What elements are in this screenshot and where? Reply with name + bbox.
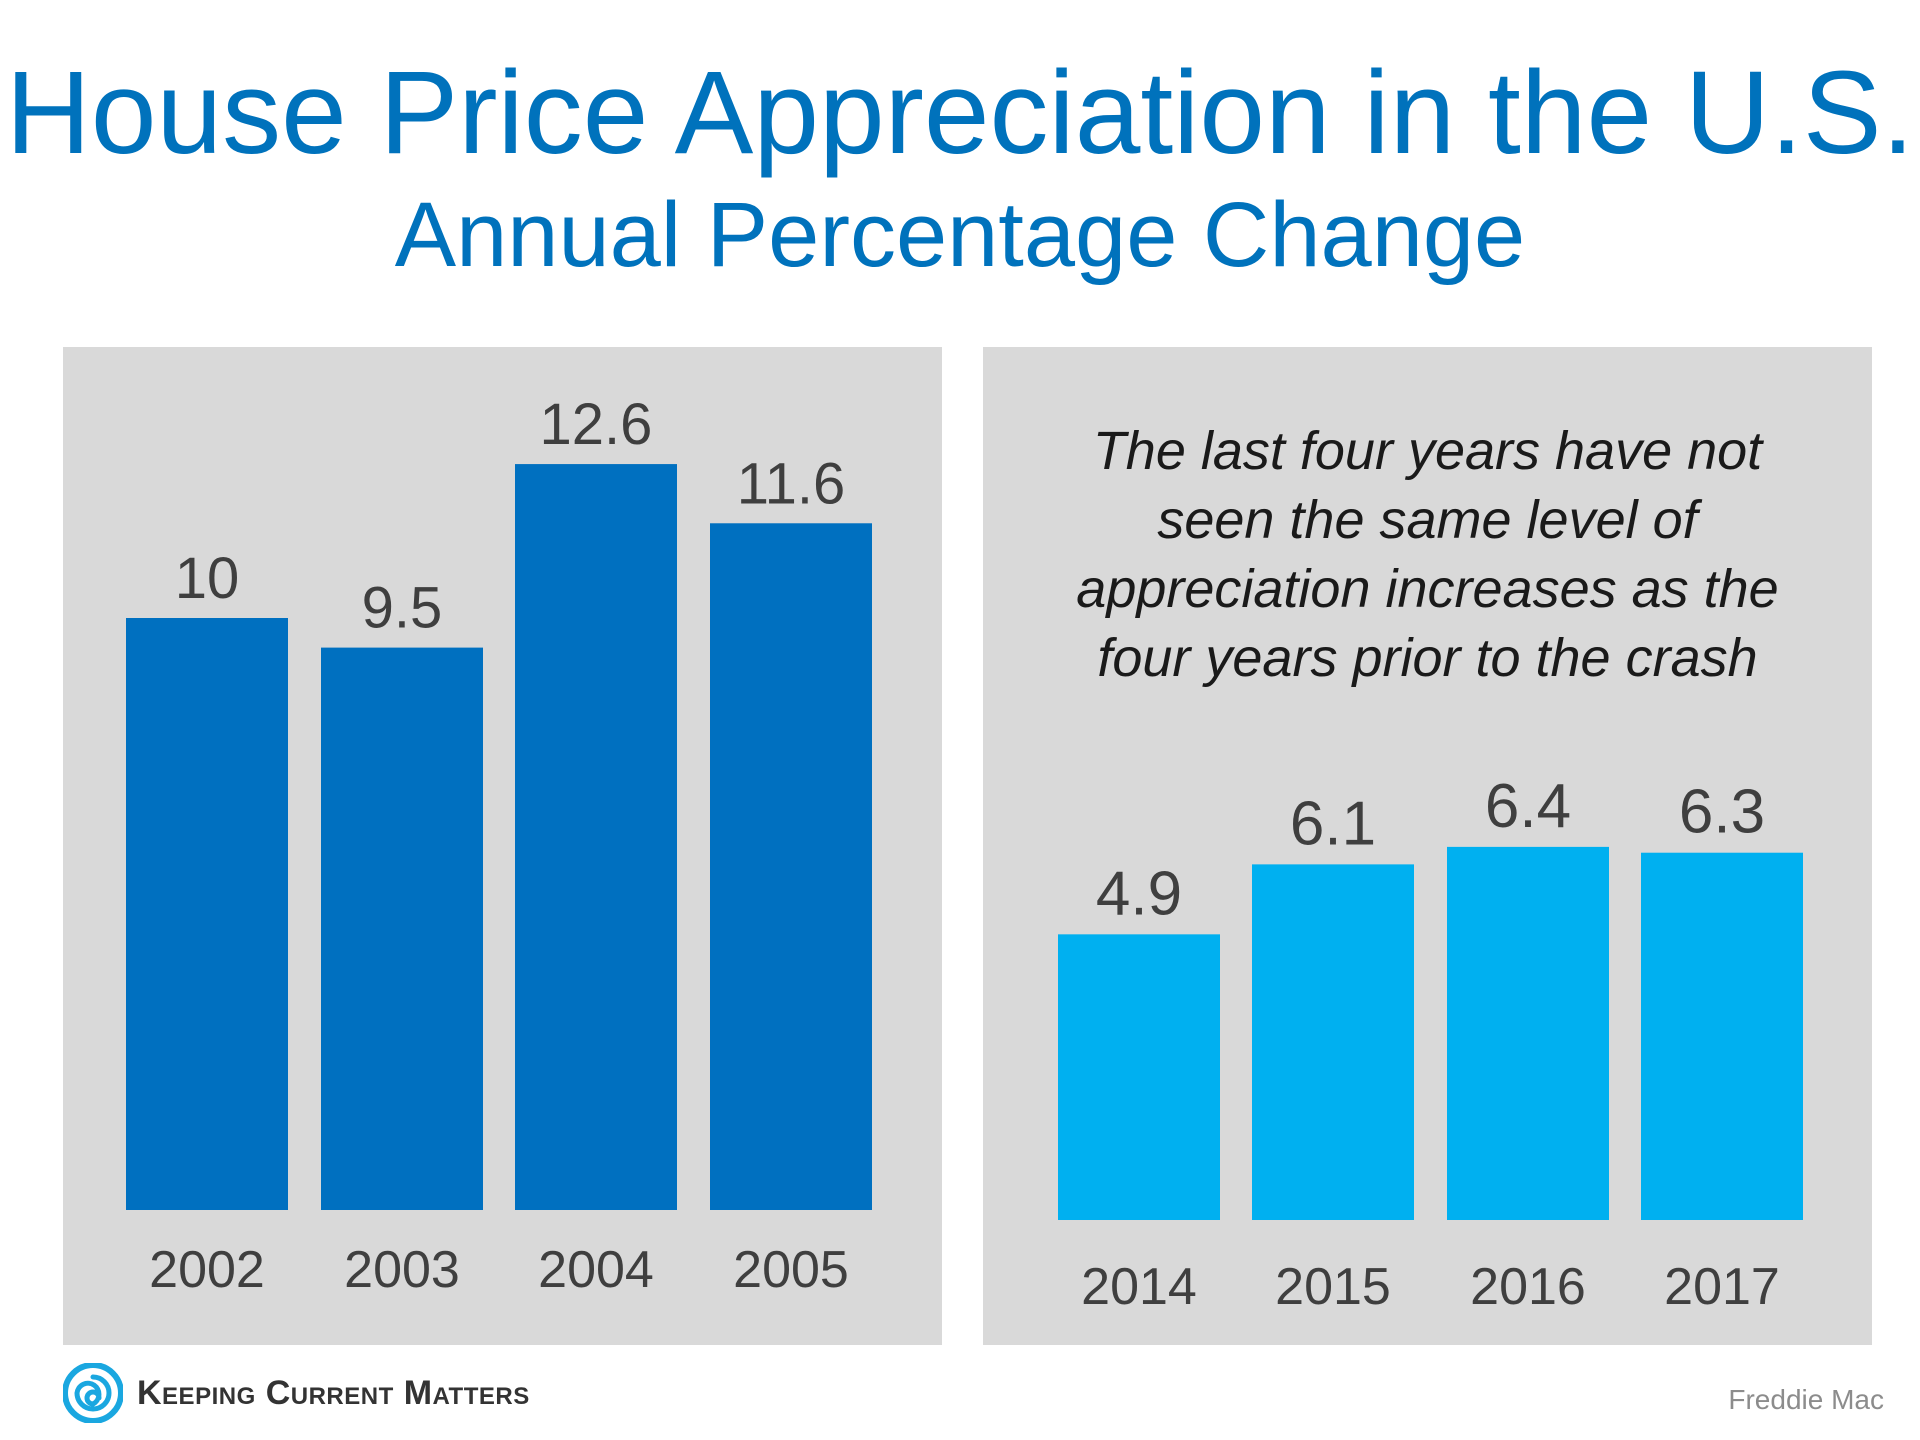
right-bar-2015: [1252, 864, 1414, 1220]
chart-annotation: The last four years have not seen the sa…: [1076, 421, 1779, 688]
right-value-label-2017: 6.3: [1679, 778, 1765, 847]
left-category-label-2003: 2003: [344, 1241, 460, 1299]
left-value-label-2003: 9.5: [362, 576, 443, 641]
spiral-logo-icon: [63, 1363, 123, 1423]
right-bar-2016: [1447, 846, 1609, 1220]
left-category-label-2002: 2002: [149, 1241, 265, 1299]
left-bar-2003: [321, 647, 483, 1210]
right-value-label-2016: 6.4: [1485, 772, 1571, 841]
chart-title: House Price Appreciation in the U.S.: [5, 47, 1915, 179]
source-credit: Freddie Mac: [1728, 1384, 1884, 1415]
left-category-label-2005: 2005: [733, 1241, 849, 1299]
right-category-label-2016: 2016: [1470, 1258, 1586, 1316]
right-bar-chart: 4.9 2014 6.1 2015 6.4 2016 6.3 2017: [1058, 772, 1803, 1316]
right-value-label-2014: 4.9: [1096, 859, 1182, 928]
left-chart-panel: 10 2002 9.5 2003 12.6 2004 11.6 2005: [63, 347, 942, 1345]
left-bar-2005: [710, 523, 872, 1210]
right-bar-2014: [1058, 934, 1220, 1220]
left-category-label-2004: 2004: [538, 1241, 654, 1299]
left-bar-chart: 10 2002 9.5 2003 12.6 2004 11.6 2005: [126, 392, 872, 1299]
brand-name: Keeping Current Matters: [137, 1373, 530, 1412]
chart-subtitle: Annual Percentage Change: [394, 184, 1526, 286]
right-bar-2017: [1641, 852, 1803, 1220]
right-category-label-2015: 2015: [1275, 1258, 1391, 1316]
brand-logo: Keeping Current Matters: [63, 1362, 530, 1424]
right-value-label-2015: 6.1: [1290, 789, 1376, 858]
left-bar-2004: [515, 464, 677, 1210]
left-bar-2002: [126, 618, 288, 1210]
right-chart-panel: The last four years have not seen the sa…: [983, 347, 1872, 1345]
left-value-label-2005: 11.6: [737, 451, 846, 516]
left-value-label-2004: 12.6: [540, 392, 653, 457]
right-category-label-2014: 2014: [1081, 1258, 1197, 1316]
right-category-label-2017: 2017: [1664, 1258, 1780, 1316]
left-value-label-2002: 10: [175, 546, 240, 611]
